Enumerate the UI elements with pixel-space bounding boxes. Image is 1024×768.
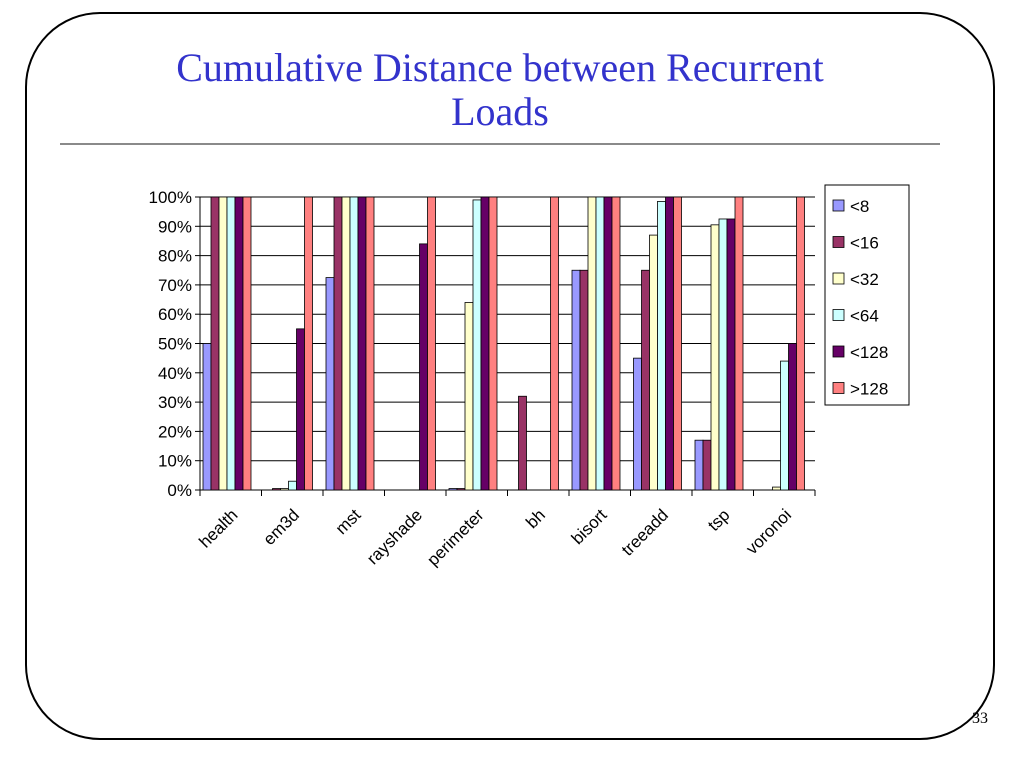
bar: [673, 196, 682, 491]
bar: [419, 243, 428, 491]
x-tick-label: perimeter: [423, 505, 487, 569]
bar: [234, 196, 244, 491]
x-tick-label: bh: [522, 505, 549, 532]
bar: [734, 196, 744, 491]
legend-label: <8: [850, 197, 869, 216]
bar: [710, 224, 720, 491]
x-tick-label: rayshade: [363, 505, 426, 568]
bar: [595, 196, 605, 491]
bar: [649, 234, 658, 491]
slide-number: 33: [972, 710, 988, 727]
legend-label: <128: [850, 343, 888, 362]
x-tick-label: em3d: [260, 505, 304, 549]
title-divider: [60, 143, 940, 145]
bar: [427, 196, 436, 491]
legend-swatch: [832, 345, 845, 358]
bar: [280, 488, 289, 491]
x-tick-label: voronoi: [742, 505, 795, 558]
bar: [665, 196, 674, 491]
x-tick-label: treeadd: [618, 505, 672, 559]
legend-label: <64: [850, 307, 879, 326]
legend-swatch: [832, 199, 845, 212]
legend-label: <32: [850, 270, 879, 289]
y-tick-label: 0%: [167, 481, 192, 500]
y-tick-label: 80%: [158, 247, 192, 266]
legend-label: >128: [850, 380, 888, 399]
bar: [333, 196, 343, 491]
bar: [587, 196, 597, 491]
bar: [772, 486, 781, 491]
x-tick-label: mst: [332, 505, 365, 538]
bar: [796, 196, 805, 491]
bar: [472, 199, 482, 491]
bar: [226, 196, 236, 491]
bar: [202, 343, 212, 491]
x-tick-label: bisort: [568, 505, 611, 548]
bar: [464, 302, 474, 491]
bar: [718, 218, 728, 491]
y-tick-label: 30%: [158, 393, 192, 412]
bar: [341, 196, 351, 491]
bar: [325, 277, 335, 491]
bar: [218, 196, 228, 491]
slide-title-line1: Cumulative Distance between Recurrent: [176, 45, 824, 90]
legend-swatch: [832, 236, 845, 248]
bar: [488, 196, 498, 491]
slide-title: Cumulative Distance between Recurrent Lo…: [60, 46, 940, 134]
y-tick-label: 70%: [158, 276, 192, 295]
bar: [357, 196, 367, 491]
bar: [780, 360, 789, 491]
bar: [702, 439, 712, 491]
bar: [288, 480, 297, 491]
bar: [657, 200, 666, 491]
bar: [611, 196, 621, 491]
y-tick-label: 20%: [158, 422, 192, 441]
bar: [480, 196, 490, 491]
bar: [694, 439, 704, 491]
y-tick-label: 100%: [149, 188, 192, 207]
y-tick-label: 60%: [158, 305, 192, 324]
bar: [296, 328, 305, 491]
slide-title-line2: Loads: [451, 89, 549, 134]
slide-frame: [25, 12, 995, 740]
bar: [641, 269, 650, 491]
bar: [518, 395, 527, 491]
y-tick-label: 40%: [158, 364, 192, 383]
y-tick-label: 90%: [158, 217, 192, 236]
bar: [272, 488, 281, 491]
x-tick-label: health: [195, 505, 241, 551]
bar: [456, 488, 466, 491]
bar: [726, 218, 736, 491]
x-tick-label: tsp: [704, 505, 733, 534]
bar: [603, 196, 613, 491]
bar: [242, 196, 252, 491]
bar: [633, 357, 642, 491]
bar: [571, 269, 581, 491]
y-tick-label: 10%: [158, 452, 192, 471]
bar: [550, 196, 559, 491]
y-tick-label: 50%: [158, 335, 192, 354]
bar: [788, 343, 797, 491]
bar: [304, 196, 313, 491]
legend-box: [824, 184, 910, 406]
legend-swatch: [832, 382, 845, 394]
bar: [579, 269, 589, 491]
legend-swatch: [832, 309, 845, 321]
bar: [210, 196, 220, 491]
bar: [349, 196, 359, 491]
legend-label: <16: [850, 234, 879, 253]
bar: [448, 488, 458, 491]
legend-swatch: [832, 272, 845, 285]
bar: [365, 196, 375, 491]
